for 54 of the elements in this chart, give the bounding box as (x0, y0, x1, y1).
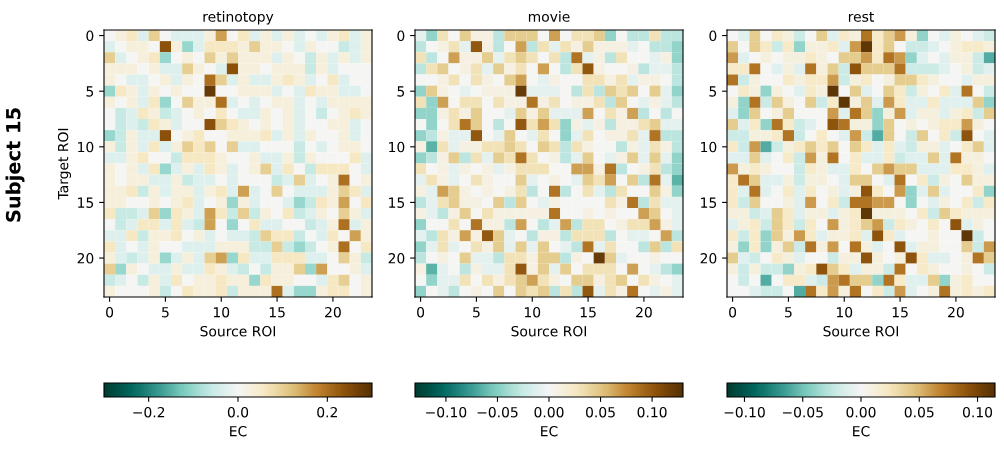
x-tick-label: 15 (892, 307, 908, 318)
chart-title: movie (528, 11, 570, 22)
x-tick-label: 15 (269, 307, 285, 318)
y-tick-label: 10 (389, 141, 405, 153)
color-bar-title: EC (541, 425, 558, 437)
x-tick-label: 10 (524, 306, 541, 318)
x-tick-label: 20 (636, 306, 652, 318)
y-tick-label: 0 (397, 30, 405, 42)
y-tick-label: 20 (77, 253, 94, 264)
color-bar-label: 0.00 (846, 406, 876, 418)
y-tick-label: 20 (388, 253, 405, 264)
x-tick-label: 5 (785, 307, 792, 318)
color-bar-label: 0.05 (904, 406, 934, 418)
x-tick-label: 0 (106, 306, 114, 318)
x-tick-label: 20 (948, 306, 964, 318)
y-axis-title: Target ROI (57, 128, 72, 200)
color-bar-label: 0.10 (637, 406, 667, 418)
y-tick-label: 15 (78, 197, 94, 208)
color-bar-label: −0.10 (426, 406, 467, 418)
x-tick-label: 5 (473, 307, 480, 318)
x-tick-label: 0 (417, 306, 425, 318)
y-tick-label: 5 (709, 86, 717, 97)
color-bar-label: 0.0 (227, 406, 249, 418)
x-axis-title: Source ROI (511, 325, 587, 337)
text: Subject 15 (5, 108, 25, 222)
y-tick-label: 15 (701, 197, 717, 208)
x-axis-title: Source ROI (823, 325, 899, 337)
x-tick-label: 5 (162, 307, 169, 318)
x-tick-label: 15 (580, 307, 596, 318)
color-bar-label: −0.10 (724, 406, 765, 418)
color-bar-title: EC (853, 425, 870, 437)
y-tick-label: 20 (700, 253, 717, 264)
y-tick-label: 0 (709, 30, 717, 42)
x-tick-label: 10 (836, 306, 853, 318)
color-bar-label: 0.2 (317, 406, 337, 418)
color-bar-label: 0.10 (962, 406, 993, 418)
x-tick-label: 10 (213, 306, 230, 318)
chart-title: retinotopy (203, 11, 274, 25)
chart-title: rest (848, 11, 874, 22)
y-tick-label: 10 (78, 141, 94, 153)
y-tick-label: 10 (701, 141, 717, 153)
color-bar-label: 0.05 (585, 406, 615, 418)
color-bar-label: −0.05 (782, 406, 823, 418)
y-tick-label: 5 (86, 86, 94, 97)
y-tick-label: 0 (86, 30, 94, 42)
y-tick-label: 15 (389, 197, 405, 208)
color-bar-title: EC (230, 425, 247, 437)
color-bar-label: −0.2 (133, 406, 165, 418)
x-tick-label: 20 (325, 306, 341, 318)
y-tick-label: 5 (397, 86, 405, 97)
x-axis-title: Source ROI (200, 325, 276, 337)
color-bar-label: −0.05 (477, 406, 518, 418)
x-tick-label: 0 (729, 306, 737, 318)
color-bar-label: 0.00 (534, 406, 564, 418)
